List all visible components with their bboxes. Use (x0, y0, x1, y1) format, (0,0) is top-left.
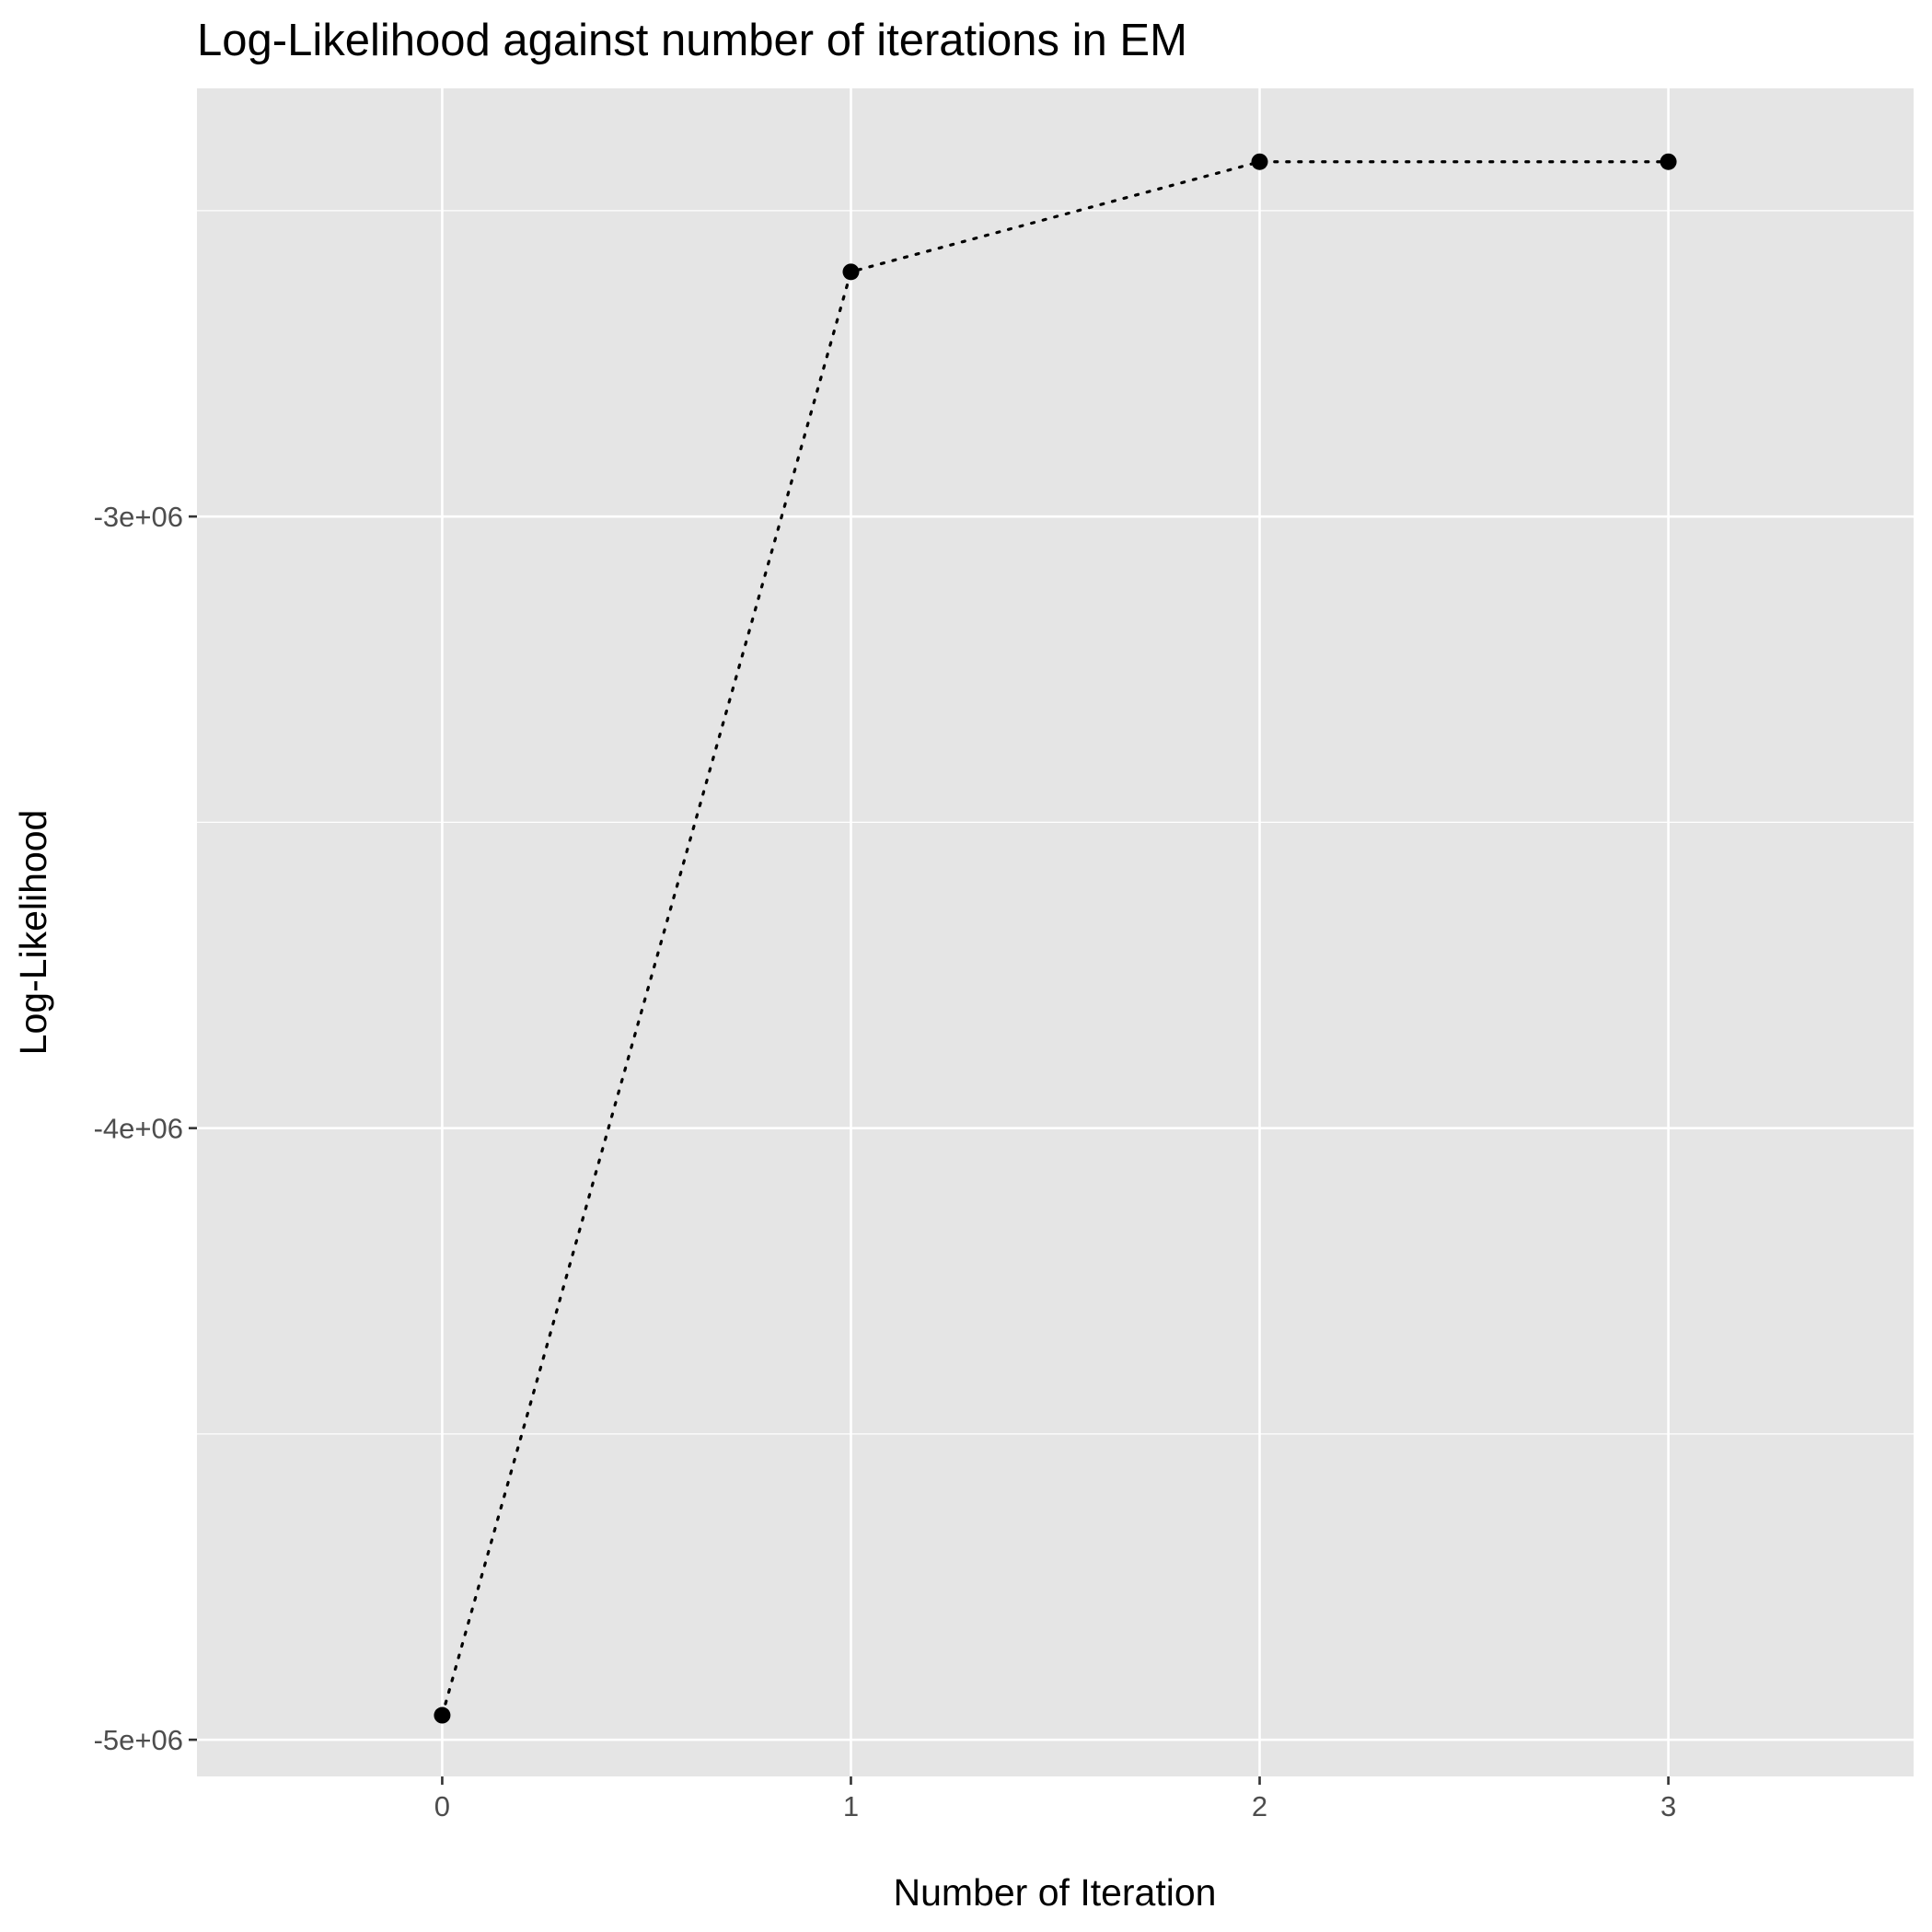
x-tick-label: 1 (843, 1790, 859, 1822)
data-point (1660, 153, 1677, 170)
y-axis: -5e+06 -4e+06 -3e+06 (94, 501, 197, 1756)
minor-gridlines (197, 210, 1914, 1435)
data-point (842, 263, 860, 281)
data-point (434, 1706, 451, 1724)
plot-panel (197, 88, 1914, 1776)
series-layer (434, 153, 1677, 1724)
x-axis: 0 1 2 3 (434, 1776, 1676, 1822)
y-tick-label: -5e+06 (94, 1724, 183, 1756)
x-axis-title: Number of Iteration (894, 1871, 1217, 1914)
y-tick-label: -3e+06 (94, 501, 183, 533)
y-axis-title: Log-Likelihood (12, 810, 54, 1056)
data-point (1251, 153, 1268, 170)
major-gridlines (197, 88, 1914, 1776)
y-tick-label: -4e+06 (94, 1113, 183, 1145)
series-line (440, 160, 1671, 1718)
chart-title: Log-Likelihood against number of iterati… (197, 16, 1187, 65)
x-tick-label: 3 (1660, 1790, 1676, 1822)
x-tick-label: 2 (1252, 1790, 1267, 1822)
x-tick-label: 0 (434, 1790, 450, 1822)
